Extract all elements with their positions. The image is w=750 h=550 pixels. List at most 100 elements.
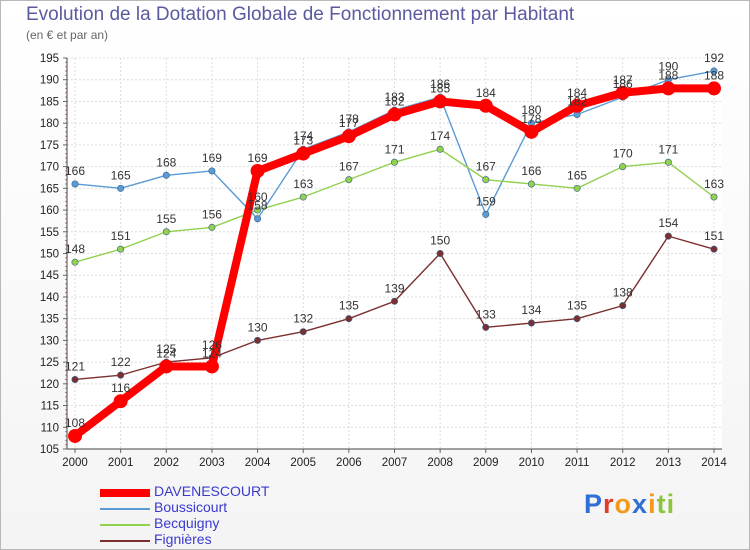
legend-label: Becquigny — [154, 515, 220, 531]
data-point — [661, 81, 676, 96]
data-point — [573, 184, 581, 192]
data-point — [527, 319, 535, 327]
data-point — [117, 184, 125, 192]
data-label: 169 — [248, 151, 268, 165]
data-label: 184 — [567, 86, 587, 100]
data-point — [482, 176, 490, 184]
x-tick-label: 2009 — [473, 457, 499, 469]
data-point — [341, 129, 356, 144]
data-label: 151 — [111, 229, 131, 243]
data-label: 121 — [65, 359, 85, 373]
data-label: 159 — [476, 194, 496, 208]
y-tick-label: 165 — [40, 183, 59, 195]
x-tick-label: 2003 — [199, 457, 225, 469]
data-label: 139 — [384, 281, 404, 295]
data-label: 108 — [65, 416, 85, 430]
data-label: 167 — [339, 160, 359, 174]
y-tick-label: 180 — [40, 118, 59, 130]
y-tick-label: 115 — [41, 401, 59, 413]
data-label: 150 — [430, 234, 450, 248]
data-label: 166 — [521, 164, 541, 178]
x-tick-label: 2001 — [108, 457, 134, 469]
data-point — [254, 336, 262, 344]
logo-letter-o: o — [614, 489, 633, 519]
y-tick-label: 190 — [40, 75, 59, 87]
data-point — [254, 206, 262, 214]
x-tick-label: 2006 — [336, 457, 362, 469]
data-label: 154 — [658, 216, 678, 230]
data-label: 163 — [293, 177, 313, 191]
y-tick-label: 140 — [40, 292, 59, 304]
data-label: 192 — [704, 51, 724, 65]
data-label: 158 — [248, 199, 268, 213]
data-point — [619, 163, 627, 171]
data-label: 151 — [704, 229, 724, 243]
data-label: 178 — [339, 112, 359, 126]
data-point — [710, 245, 718, 253]
data-point — [524, 124, 539, 139]
logo-letter-i2: i — [666, 489, 676, 519]
data-label: 188 — [704, 68, 724, 82]
data-point — [433, 94, 448, 109]
data-label: 165 — [567, 168, 587, 182]
legend-label: Fignières — [154, 531, 212, 547]
data-point — [71, 258, 79, 266]
data-point — [71, 180, 79, 188]
logo-letter-p: P — [584, 489, 604, 519]
x-tick-label: 2011 — [565, 457, 590, 469]
data-label: 177 — [339, 116, 359, 130]
legend-swatch — [100, 489, 150, 497]
data-label: 155 — [156, 212, 176, 226]
data-point — [664, 232, 672, 240]
chart-subtitle: (en € et par an) — [26, 28, 109, 42]
data-point — [162, 171, 170, 179]
data-label: 124 — [156, 346, 176, 360]
y-tick-label: 155 — [40, 227, 59, 239]
x-tick-label: 2000 — [62, 457, 88, 469]
legend-label: Boussicourt — [154, 499, 228, 515]
data-point — [117, 371, 125, 379]
data-point — [619, 302, 627, 310]
x-tick-label: 2014 — [701, 457, 727, 469]
data-point — [707, 81, 721, 96]
data-point — [390, 297, 398, 305]
logo-letter-x: x — [632, 489, 649, 519]
logo-letter-r: r — [603, 489, 615, 519]
data-label: 174 — [293, 129, 313, 143]
data-label: 171 — [658, 142, 678, 156]
y-tick-label: 125 — [40, 357, 59, 369]
data-label: 184 — [476, 86, 496, 100]
legend-swatch — [100, 540, 150, 542]
data-point — [204, 359, 219, 374]
data-point — [68, 428, 82, 443]
data-point — [250, 163, 265, 178]
legend-swatch — [100, 508, 150, 510]
data-label: 165 — [111, 168, 131, 182]
data-label: 167 — [476, 160, 496, 174]
data-label: 182 — [567, 94, 587, 108]
data-point — [615, 85, 630, 100]
data-point — [113, 394, 128, 409]
data-point — [208, 223, 216, 231]
data-label: 169 — [202, 151, 222, 165]
data-label: 148 — [65, 242, 85, 256]
data-label: 135 — [567, 299, 587, 313]
data-label: 138 — [613, 286, 633, 300]
chart-title: Evolution de la Dotation Globale de Fonc… — [26, 4, 575, 25]
data-label: 178 — [521, 112, 541, 126]
y-tick-label: 135 — [40, 314, 59, 326]
data-label: 116 — [111, 381, 130, 395]
data-label: 133 — [476, 307, 496, 321]
data-label: 160 — [248, 190, 268, 204]
y-tick-label: 130 — [40, 335, 59, 347]
data-label: 183 — [384, 90, 404, 104]
data-point — [208, 167, 216, 175]
data-label: 124 — [202, 346, 222, 360]
data-label: 134 — [521, 303, 541, 317]
x-tick-label: 2004 — [245, 457, 271, 469]
x-tick-label: 2002 — [153, 457, 179, 469]
data-label: 163 — [704, 177, 724, 191]
data-label: 173 — [293, 134, 313, 148]
y-tick-label: 150 — [40, 249, 59, 261]
data-label: 166 — [65, 164, 85, 178]
